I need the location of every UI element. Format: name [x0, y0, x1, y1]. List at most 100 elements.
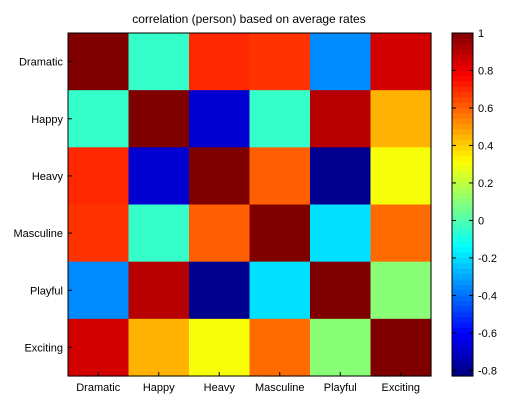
- colorbar-segment: [452, 140, 473, 147]
- colorbar-segment: [452, 209, 473, 216]
- heatmap-cells: [68, 33, 432, 377]
- heatmap-cell-masculine-exciting: [370, 204, 432, 263]
- colorbar-segment: [452, 172, 473, 179]
- heatmap-cell-dramatic-happy: [128, 33, 190, 91]
- heatmap-cell-playful-happy: [128, 261, 190, 320]
- colorbar-segment: [452, 150, 473, 157]
- x-tick-label-playful: Playful: [324, 382, 357, 394]
- heatmap-cell-masculine-playful: [310, 204, 372, 263]
- x-tick-label-happy: Happy: [143, 382, 175, 394]
- heatmap-cell-masculine-masculine: [249, 204, 311, 263]
- heatmap-cell-exciting-exciting: [370, 318, 432, 377]
- colorbar-segment: [452, 349, 473, 356]
- colorbar-segment: [452, 65, 473, 72]
- colorbar-segment: [452, 177, 473, 184]
- colorbar-segment: [452, 129, 473, 136]
- colorbar-tick-label: 0.4: [478, 140, 493, 152]
- colorbar-segment: [452, 81, 473, 88]
- y-tick-label-happy: Happy: [31, 114, 63, 126]
- colorbar-segment: [452, 156, 473, 163]
- colorbar-segment: [452, 242, 473, 248]
- colorbar-segment: [452, 102, 473, 109]
- heatmap-cell-playful-playful: [310, 261, 372, 320]
- x-axis-ticks: Dramatic Happy Heavy Masculine Playful Exciti…: [76, 372, 420, 394]
- heatmap-cell-exciting-playful: [310, 318, 372, 377]
- colorbar-tick-label: 1: [478, 28, 484, 40]
- colorbar-segment: [452, 370, 473, 377]
- heatmap-cell-masculine-happy: [128, 204, 190, 263]
- chart-title: correlation (person) based on average ra…: [132, 12, 365, 26]
- heatmap-cell-dramatic-playful: [310, 33, 372, 91]
- colorbar-segment: [452, 166, 473, 173]
- colorbar-segment: [452, 338, 473, 345]
- heatmap-cell-heavy-masculine: [249, 147, 311, 206]
- colorbar-tick-label: 0.8: [478, 65, 493, 77]
- colorbar-segment: [452, 247, 473, 254]
- colorbar-segment: [452, 199, 473, 206]
- colorbar-segment: [452, 284, 473, 291]
- heatmap-cell-playful-heavy: [189, 261, 251, 320]
- colorbar-segment: [452, 145, 473, 152]
- colorbar-segment: [452, 188, 473, 195]
- colorbar-segment: [452, 236, 473, 243]
- colorbar-segment: [452, 327, 473, 334]
- y-tick-label-exciting: Exciting: [24, 342, 63, 354]
- heatmap-cell-dramatic-heavy: [189, 33, 251, 91]
- colorbar-segment: [452, 311, 473, 318]
- colorbar-tick-label: 0.6: [478, 103, 493, 115]
- colorbar-segment: [452, 113, 473, 120]
- heatmap-cell-happy-dramatic: [68, 90, 130, 148]
- colorbar-segment: [452, 274, 473, 281]
- colorbar-tick-label: -0.2: [478, 253, 497, 265]
- colorbar-segment: [452, 97, 473, 104]
- heatmap-cell-masculine-dramatic: [68, 204, 130, 263]
- colorbar-segment: [452, 86, 473, 93]
- y-tick-label-playful: Playful: [30, 285, 63, 297]
- colorbar-segment: [452, 49, 473, 56]
- colorbar-segment: [452, 215, 473, 222]
- colorbar-segment: [452, 70, 473, 77]
- colorbar-segment: [452, 75, 473, 82]
- colorbar-segment: [452, 231, 473, 238]
- heatmap-cell-heavy-exciting: [370, 147, 432, 206]
- y-axis-ticks: Dramatic Happy Heavy Masculine Playful Exciti…: [13, 57, 72, 354]
- colorbar: 1 0.8 0.6 0.4 0.2 0 -0.2 -0.4 -0.6 -0.8: [451, 28, 497, 377]
- heatmap-cell-happy-exciting: [370, 90, 432, 148]
- plot-frame: [67, 32, 432, 377]
- colorbar-segment: [452, 258, 473, 265]
- heatmap-cell-happy-heavy: [189, 90, 251, 148]
- colorbar-tick-label: 0.2: [478, 178, 493, 190]
- y-tick-label-dramatic: Dramatic: [19, 57, 64, 69]
- colorbar-segment: [452, 33, 473, 39]
- heatmap-cell-heavy-playful: [310, 147, 372, 206]
- colorbar-segment: [452, 290, 473, 297]
- y-tick-label-heavy: Heavy: [32, 171, 64, 183]
- colorbar-segment: [452, 295, 473, 302]
- colorbar-segment: [452, 134, 473, 141]
- colorbar-segment: [452, 43, 473, 50]
- colorbar-segment: [452, 38, 473, 45]
- heatmap-cell-exciting-heavy: [189, 318, 251, 377]
- colorbar-segment: [452, 359, 473, 366]
- heatmap-cell-masculine-heavy: [189, 204, 251, 263]
- colorbar-tick-label: -0.6: [478, 328, 497, 340]
- colorbar-segment: [452, 354, 473, 361]
- colorbar-segment: [452, 59, 473, 66]
- heatmap-cell-heavy-heavy: [189, 147, 251, 206]
- heatmap-cell-exciting-happy: [128, 318, 190, 377]
- heatmap-cell-exciting-dramatic: [68, 318, 130, 377]
- heatmap-cell-playful-masculine: [249, 261, 311, 320]
- colorbar-segment: [452, 118, 473, 125]
- colorbar-segment: [452, 306, 473, 313]
- colorbar-segment: [452, 108, 473, 114]
- colorbar-segment: [452, 317, 473, 324]
- colorbar-segment: [452, 263, 473, 270]
- heatmap-cell-dramatic-masculine: [249, 33, 311, 91]
- colorbar-segment: [452, 220, 473, 227]
- colorbar-frame: [451, 32, 474, 377]
- heatmap-cell-dramatic-exciting: [370, 33, 432, 91]
- heatmap-cell-heavy-happy: [128, 147, 190, 206]
- heatmap-cell-dramatic-dramatic: [68, 33, 130, 91]
- x-tick-label-exciting: Exciting: [381, 382, 420, 394]
- colorbar-segment: [452, 183, 473, 190]
